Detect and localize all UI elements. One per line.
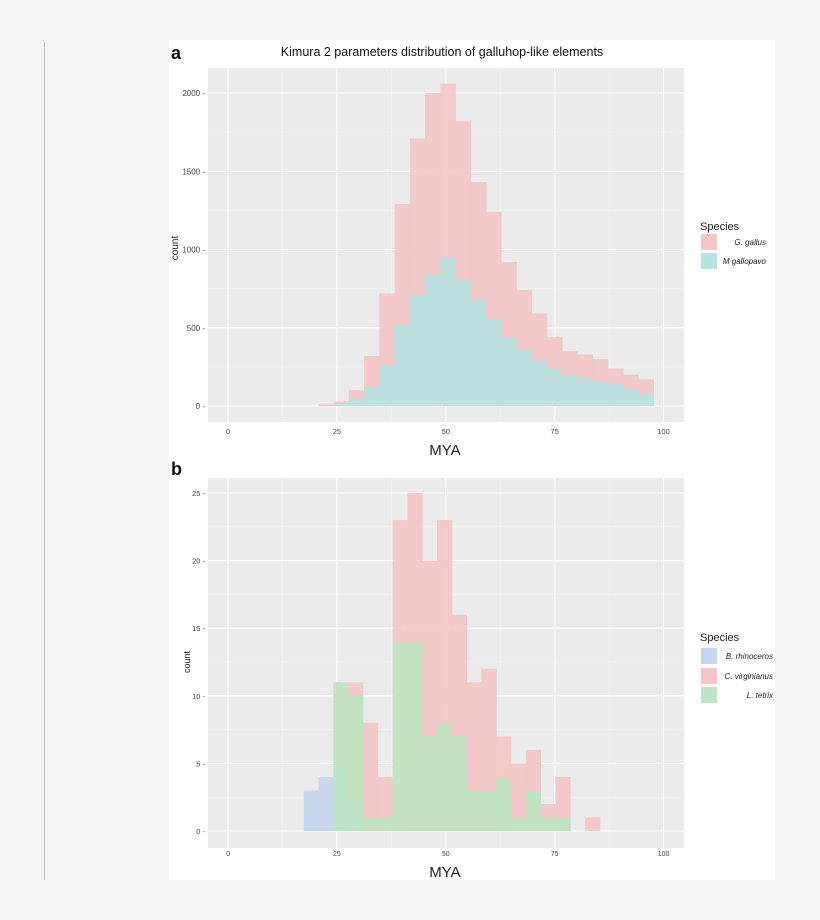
panel-a-legend-key — [701, 253, 717, 269]
panel-a-y-tick-label: 0 - — [196, 402, 206, 411]
panel-b-bar-b-rhinoceros — [318, 776, 334, 831]
left-margin-rule — [44, 42, 45, 880]
panel-a-bar-m-gallopavo — [333, 403, 350, 406]
panel-b-y-tick-label: 0 - — [196, 827, 205, 836]
panel-b-y-tick-label: 10 - — [192, 692, 205, 701]
panel-b-label: b — [171, 459, 182, 479]
panel-a-bar-m-gallopavo — [455, 279, 472, 406]
panel-a-bar-m-gallopavo — [348, 398, 365, 406]
panel-a-legend-title: Species — [700, 221, 740, 233]
panel-a-bar-m-gallopavo — [501, 337, 517, 406]
panel-a-bar-m-gallopavo — [409, 294, 426, 406]
panel-b-legend-key — [701, 687, 717, 703]
panel-b-ylabel: count — [182, 650, 192, 673]
panel-a-bar-m-gallopavo — [547, 370, 563, 406]
panel-b-bar-l-tetrix — [422, 736, 438, 831]
panel-a-bar-m-gallopavo — [379, 365, 395, 406]
panel-a-bar-m-gallopavo — [364, 387, 380, 406]
panel-a-bar-m-gallopavo — [623, 388, 639, 406]
panel-b-bar-c-virginianus — [511, 763, 527, 831]
panel-b-bar-l-tetrix — [333, 682, 349, 831]
panel-b-bar-l-tetrix — [496, 776, 512, 831]
panel-b-legend-key — [701, 668, 717, 684]
panel-b-bar-l-tetrix — [437, 722, 453, 831]
panel-a-bar-m-gallopavo — [516, 349, 533, 406]
panel-b-y-tick-label: 20 - — [192, 557, 205, 566]
panel-a-x-tick-label: 50 — [442, 427, 450, 436]
panel-a-y-tick-label: 500 - — [187, 324, 206, 333]
panel-b-y-tick-label: 5 - — [196, 759, 205, 768]
panel-a-label: a — [171, 43, 182, 63]
panel-b-y-tick-label: 25 - — [192, 489, 205, 498]
panel-b-legend-label: L. tetrix — [747, 691, 774, 700]
panel-a-bar-m-gallopavo — [562, 374, 578, 406]
panel-b-y-tick-label: 15 - — [192, 624, 205, 633]
panel-a-legend-label: G. gallus — [734, 238, 766, 247]
panel-a-title: Kimura 2 parameters distribution of gall… — [281, 45, 603, 59]
panel-a-x-tick-label: 100 — [657, 427, 670, 436]
panel-a-bar-m-gallopavo — [486, 318, 502, 406]
panel-a-y-tick-label: 1000 - — [182, 246, 205, 255]
panel-b-bar-l-tetrix — [511, 817, 527, 831]
panel-b-x-tick-label: 25 — [333, 851, 341, 858]
panel-b-legend-title: Species — [700, 632, 740, 644]
panel-b-bar-l-tetrix — [451, 736, 467, 831]
panel-a-x-tick-label: 25 — [333, 427, 341, 436]
panel-a-legend-label: M gallopavo — [723, 257, 767, 266]
panel-b-bar-l-tetrix — [555, 817, 571, 831]
panel-b-legend-key — [701, 648, 717, 664]
panel-a-legend-key — [701, 234, 717, 250]
panel-b-legend-label: B. rhinoceros — [726, 652, 773, 661]
panel-b-x-tick-label: 75 — [551, 851, 559, 858]
panel-b-bar-l-tetrix — [481, 790, 497, 831]
panel-b-x-tick-label: 50 — [442, 851, 450, 858]
panel-b-bar-l-tetrix — [525, 790, 542, 831]
panel-b-bar-l-tetrix — [540, 817, 556, 831]
panel-a-bar-m-gallopavo — [318, 405, 334, 406]
panel-b-bar-l-tetrix — [363, 817, 379, 831]
panel-b-xlabel: MYA — [429, 864, 460, 881]
panel-a-bar-m-gallopavo — [608, 384, 624, 406]
panel-b-x-tick-label: 100 — [658, 851, 670, 858]
panel-a-x-tick-label: 75 — [550, 427, 558, 436]
panel-a-bar-m-gallopavo — [440, 257, 456, 406]
panel-a-bar-m-gallopavo — [425, 274, 441, 406]
panel-b-bar-l-tetrix — [392, 641, 408, 831]
panel-b-x-tick-label: 0 — [226, 851, 230, 858]
panel-b-bar-c-virginianus — [585, 817, 601, 831]
panel-a-y-tick-label: 2000 - — [182, 89, 205, 98]
panel-b-bar-l-tetrix — [466, 790, 482, 831]
panel-a-bar-m-gallopavo — [394, 324, 411, 406]
panel-a-xlabel: MYA — [429, 442, 460, 459]
panel-b-bar-b-rhinoceros — [303, 790, 319, 831]
panel-a-bar-m-gallopavo — [638, 393, 655, 406]
panel-b-legend-label: C. virginianus — [725, 672, 773, 681]
panel-b-bar-l-tetrix — [348, 695, 364, 831]
panel-b-bar-l-tetrix — [407, 641, 423, 831]
panel-a-bar-m-gallopavo — [531, 360, 548, 406]
panel-a-x-tick-label: 0 — [226, 427, 230, 436]
panel-b-bar-c-virginianus — [363, 722, 379, 831]
panel-a-bar-m-gallopavo — [592, 380, 609, 406]
panel-a-ylabel: count — [170, 236, 181, 261]
panel-b-bar-l-tetrix — [377, 817, 393, 831]
panel-a-y-tick-label: 1500 - — [182, 167, 205, 176]
panel-a-bar-m-gallopavo — [470, 299, 487, 406]
panel-a-bar-m-gallopavo — [577, 377, 594, 406]
